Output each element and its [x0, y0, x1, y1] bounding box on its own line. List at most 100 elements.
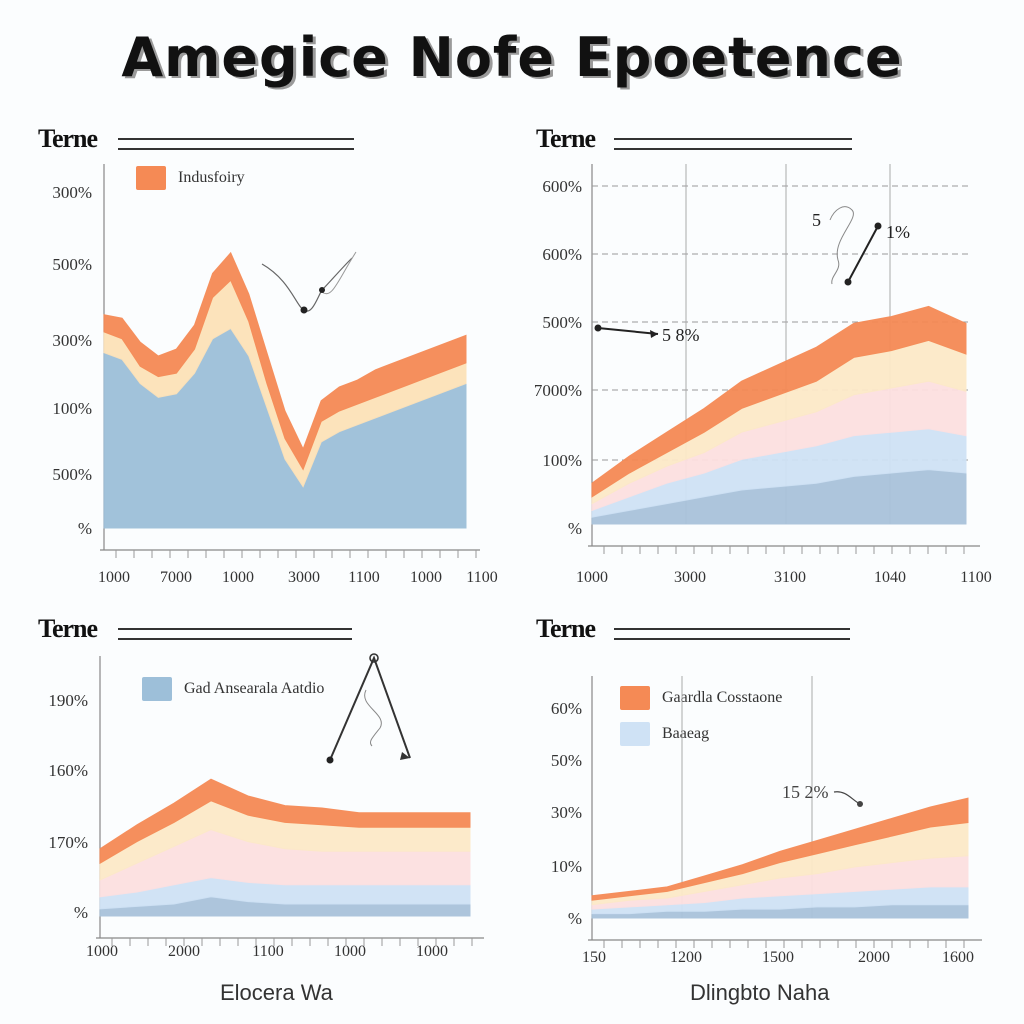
annotation-arrow — [597, 327, 659, 335]
y-tick-label: 170% — [48, 833, 88, 852]
x-tick-label: 1000 — [416, 943, 448, 960]
annotation-line — [321, 251, 357, 295]
annotation-arrowhead — [400, 752, 410, 760]
chart-panel-2: Terne 600% 600% 500% 7000% 100%% 1000 3000 3100… — [512, 120, 1024, 600]
x-tick-label: 7000 — [160, 569, 192, 586]
panel-heading: Terne — [38, 124, 98, 153]
x-tick-label: 1040 — [874, 569, 906, 586]
annotation-label: 1% — [886, 222, 910, 242]
legend-item: Gad Ansearala Aatdio — [142, 677, 324, 701]
y-tick-label: 30% — [551, 803, 582, 822]
x-tick-label: 1100 — [960, 569, 991, 586]
annotation-line — [833, 791, 861, 805]
heading-rule — [118, 138, 354, 150]
x-tick-label: 1000 — [334, 943, 366, 960]
annotation-marker — [857, 801, 863, 807]
y-tick-label: 600% — [542, 177, 582, 196]
x-tick-label: 1500 — [762, 949, 794, 966]
legend-swatch — [142, 677, 172, 701]
chart-panel-1: Terne Indusfoiry 300% 500% 300% 100% 500%% 10… — [0, 120, 512, 600]
main-title: Amegice Nofe Epoetence — [121, 26, 903, 89]
x-tick-label: 2000 — [168, 943, 200, 960]
annotation-label: 5 — [812, 210, 821, 230]
panel-footer: Dlingbto Naha — [690, 980, 830, 1005]
x-tick-label: 3000 — [288, 569, 320, 586]
area-chart-3: 190% 160% 170%% 1000 2000 1100 1000 1000 — [48, 653, 484, 960]
annotation-marker — [319, 287, 325, 293]
x-tick-label: 150 — [582, 949, 606, 966]
x-tick-label: 1600 — [942, 949, 974, 966]
y-tick-label: 50% — [551, 751, 582, 770]
x-tick-label: 1000 — [98, 569, 130, 586]
y-tick-label: 300% — [52, 183, 92, 202]
x-tick-label: 1100 — [348, 569, 379, 586]
area-chart-4: 60% 50% 30% 10%% 150 1200 1500 2000 1600 15 2% — [551, 676, 982, 966]
legend-swatch — [620, 686, 650, 710]
annotation-line — [829, 206, 854, 285]
annotation-arrow — [329, 655, 411, 761]
legend-label: Gaardla Cosstaone — [662, 689, 783, 706]
legend-item: Indusfoiry — [136, 166, 245, 190]
annotation-label: 15 2% — [782, 782, 829, 802]
x-tick-label: 1000 — [576, 569, 608, 586]
area-series — [591, 797, 969, 901]
heading-rule — [614, 138, 852, 150]
y-tick-label: 500% — [52, 255, 92, 274]
area-series — [103, 251, 467, 471]
annotation-marker — [594, 324, 602, 332]
legend-swatch — [136, 166, 166, 190]
panel-heading: Terne — [536, 614, 596, 643]
y-tick-label: % — [568, 909, 582, 928]
chart-panel-4: Terne Gaardla Cosstaone Baaeag 60% 50% 30%… — [512, 610, 1024, 1024]
y-tick-label: 100% — [52, 399, 92, 418]
x-tick-label: 3100 — [774, 569, 806, 586]
y-tick-label: % — [74, 903, 88, 922]
chart-panel-3: Terne Gad Ansearala Aatdio 190% 160% 170%%… — [0, 610, 512, 1024]
panel-footer: Elocera Wa — [220, 980, 333, 1005]
y-tick-label: 500% — [542, 313, 582, 332]
x-tick-label: 1100 — [252, 943, 283, 960]
heading-rule — [118, 628, 352, 640]
area-series — [99, 778, 471, 865]
y-tick-label: 60% — [551, 699, 582, 718]
area-series — [591, 305, 967, 498]
area-chart-2: 600% 600% 500% 7000% 100%% 1000 3000 3100 1040 11… — [534, 164, 992, 586]
annotation-line — [261, 257, 353, 312]
y-tick-label: 300% — [52, 331, 92, 350]
y-tick-label: 190% — [48, 691, 88, 710]
annotation-marker — [326, 756, 334, 764]
annotation-marker — [844, 278, 852, 286]
legend-item: Gaardla Cosstaone — [620, 686, 782, 710]
x-tick-label: 3000 — [674, 569, 706, 586]
x-tick-label: 1100 — [466, 569, 497, 586]
x-tick-label: 1200 — [670, 949, 702, 966]
annotation-marker — [874, 222, 882, 230]
annotation-arrow — [847, 225, 879, 283]
legend-item: Baaeag — [620, 722, 709, 746]
x-tick-label: 1000 — [86, 943, 118, 960]
y-tick-label: % — [78, 519, 92, 538]
y-tick-label: 7000% — [534, 381, 582, 400]
x-tick-label: 1000 — [222, 569, 254, 586]
panel-heading: Terne — [536, 124, 596, 153]
legend-label: Indusfoiry — [178, 169, 245, 186]
x-tick-label: 2000 — [858, 949, 890, 966]
legend-label: Baaeag — [662, 725, 710, 742]
area-chart-1: 300% 500% 300% 100% 500%% 1000 7000 1000 3000 110… — [52, 164, 498, 586]
y-tick-label: 160% — [48, 761, 88, 780]
y-tick-label: % — [568, 519, 582, 538]
panel-heading: Terne — [38, 614, 98, 643]
x-tick-label: 1000 — [410, 569, 442, 586]
y-tick-label: 500% — [52, 465, 92, 484]
y-tick-label: 100% — [542, 451, 582, 470]
annotation-line — [364, 689, 382, 747]
y-tick-label: 600% — [542, 245, 582, 264]
annotation-marker — [300, 306, 308, 314]
annotation-arrowhead — [650, 330, 658, 338]
heading-rule — [614, 628, 850, 640]
annotation-marker — [369, 653, 379, 663]
y-tick-label: 10% — [551, 857, 582, 876]
annotation-label: 5 8% — [662, 325, 700, 345]
legend-swatch — [620, 722, 650, 746]
legend-label: Gad Ansearala Aatdio — [184, 680, 325, 697]
